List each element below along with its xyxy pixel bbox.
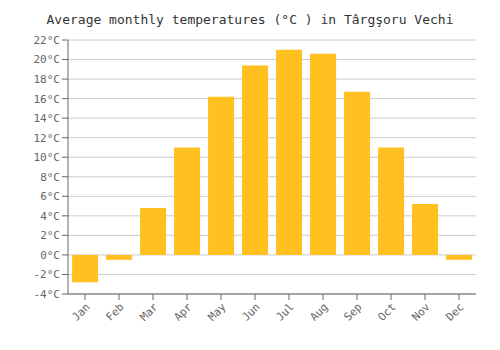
svg-text:0°C: 0°C [40, 249, 60, 262]
svg-text:14°C: 14°C [34, 112, 61, 125]
svg-text:10°C: 10°C [34, 151, 61, 164]
svg-text:4°C: 4°C [40, 210, 60, 223]
svg-text:20°C: 20°C [34, 53, 61, 66]
svg-text:6°C: 6°C [40, 190, 60, 203]
svg-text:Aug: Aug [307, 300, 330, 323]
svg-text:Dec: Dec [443, 300, 466, 323]
svg-text:Jul: Jul [273, 300, 296, 323]
svg-text:Oct: Oct [375, 300, 398, 323]
svg-text:-4°C: -4°C [34, 288, 61, 301]
svg-text:Sep: Sep [341, 300, 364, 323]
svg-text:-2°C: -2°C [34, 268, 61, 281]
html-text:Average monthly temperatures (: Average monthly temperatures (°C ) in Tâ… [46, 12, 454, 27]
svg-text:22°C: 22°C [34, 34, 61, 47]
svg-text:Jun: Jun [239, 300, 262, 323]
svg-text:18°C: 18°C [34, 73, 61, 86]
svg-text:Nov: Nov [409, 300, 433, 324]
svg-text:Jan: Jan [69, 300, 92, 323]
svg-text:2°C: 2°C [40, 229, 60, 242]
svg-text:Apr: Apr [171, 300, 195, 324]
svg-text:8°C: 8°C [40, 171, 60, 184]
svg-text:Feb: Feb [103, 300, 126, 323]
svg-text:16°C: 16°C [34, 93, 61, 106]
svg-text:12°C: 12°C [34, 132, 61, 145]
svg-text:Mar: Mar [137, 300, 161, 324]
svg-text:May: May [205, 300, 229, 324]
